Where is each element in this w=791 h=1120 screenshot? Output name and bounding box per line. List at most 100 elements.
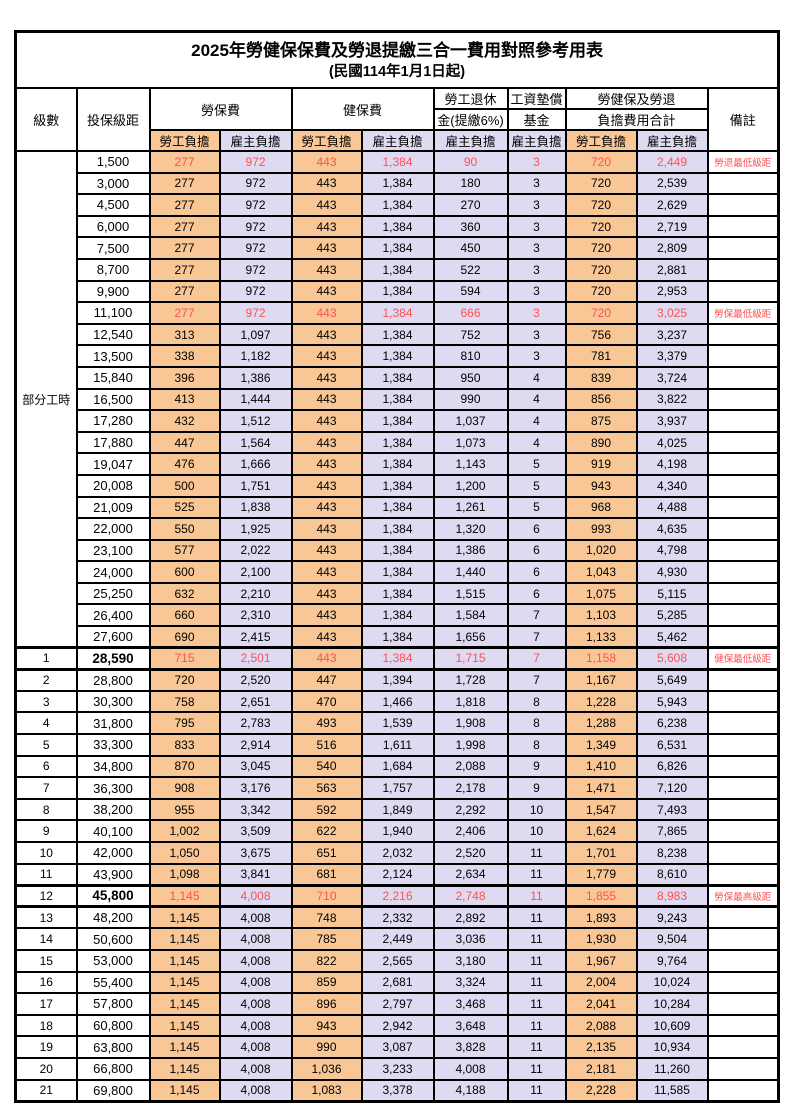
value-cell: 11 [506,1013,567,1038]
value-cell: 2,004 [564,970,638,995]
table-row: 13,500 338 1,182 443 1,384 810 3 781 3,379 [16,344,780,368]
value-cell: 3 [506,193,567,217]
value-cell: 443 [290,214,363,239]
note-cell: 勞退最低級距 [706,150,780,174]
level-cell: 2 [14,668,78,692]
value-cell: 990 [432,387,509,412]
value-cell: 11 [506,927,567,951]
value-cell: 1,384 [360,495,435,520]
value-cell: 516 [290,733,363,757]
table-row: 11 43,900 1,098 3,841 681 2,124 2,634 11 1,779 8,… [14,862,780,887]
value-cell: 2,651 [218,689,293,714]
bracket-cell: 69,800 [75,1078,151,1103]
value-cell: 1,384 [360,322,435,347]
value-cell: 3,675 [218,841,293,865]
bracket-cell: 4,500 [75,193,151,217]
bracket-cell: 3,000 [75,171,151,196]
value-cell: 972 [218,236,293,260]
value-cell: 8,983 [635,883,709,909]
value-cell: 1,043 [564,560,638,584]
value-cell: 9,243 [635,905,709,930]
bracket-cell: 66,800 [75,1056,151,1081]
bracket-cell: 40,100 [75,819,151,843]
value-cell: 6,531 [635,733,709,757]
note-cell [706,862,780,887]
value-cell: 443 [290,430,363,455]
value-cell: 470 [290,689,363,714]
table-body: 部分工時 1,500 277 972 443 1,384 90 3 720 2,449 勞退最低級距… [14,150,780,1103]
value-cell: 2,449 [635,150,709,174]
value-cell: 1,384 [360,193,435,217]
value-cell: 1,384 [360,171,435,196]
table-row: 6 34,800 870 3,045 540 1,684 2,088 9 1,410 6,826 [14,754,780,779]
value-cell: 443 [290,452,363,476]
value-cell: 4,188 [432,1078,509,1103]
value-cell: 1,940 [360,819,435,843]
note-cell [706,214,780,239]
table-row: 16,500 413 1,444 443 1,384 990 4 856 3,822 [16,387,780,412]
subheader-health-employer: 雇主負擔 [360,129,435,152]
value-cell: 1,145 [148,905,221,930]
bracket-cell: 63,800 [75,1035,151,1059]
value-cell: 11 [506,992,567,1016]
level-cell: 7 [14,776,78,800]
value-cell: 2,100 [218,560,293,584]
value-cell: 443 [290,344,363,368]
value-cell: 822 [290,948,363,973]
value-cell: 270 [432,193,509,217]
value-cell: 443 [290,257,363,282]
page-subtitle: (民國114年1月1日起) [328,64,466,81]
value-cell: 720 [564,236,638,260]
value-cell: 4,008 [218,883,293,909]
value-cell: 3 [506,322,567,347]
value-cell: 4,008 [218,927,293,951]
value-cell: 4 [506,365,567,390]
header-row-2: 金(提繳6%) 基金 負擔費用合計 [16,108,779,131]
value-cell: 4,198 [635,452,709,476]
note-cell [706,797,780,822]
value-cell: 2,415 [218,625,293,649]
level-cell: 11 [14,862,78,887]
note-cell [706,171,780,196]
value-cell: 443 [290,301,363,325]
note-cell: 勞保最低級距 [706,301,780,325]
value-cell: 810 [432,344,509,368]
value-cell: 7,493 [635,797,709,822]
subheader-pension-employer: 雇主負擔 [432,129,509,152]
value-cell: 5,943 [635,689,709,714]
value-cell: 4,008 [218,1056,293,1081]
value-cell: 1,002 [148,819,221,843]
value-cell: 1,384 [360,581,435,606]
value-cell: 752 [432,322,509,347]
value-cell: 1,133 [564,625,638,649]
value-cell: 3,087 [360,1035,435,1059]
value-cell: 9 [506,776,567,800]
value-cell: 443 [290,171,363,196]
value-cell: 856 [564,387,638,412]
value-cell: 720 [564,301,638,325]
table-row: 19 63,800 1,145 4,008 990 3,087 3,828 11 2,135 10… [14,1035,780,1059]
value-cell: 972 [218,214,293,239]
table-row: 20,008 500 1,751 443 1,384 1,200 5 943 4,340 [16,473,780,498]
note-cell [706,668,780,692]
value-cell: 313 [148,322,221,347]
note-cell [706,387,780,412]
value-cell: 1,145 [148,992,221,1016]
premium-reference-table: 2025年勞健保保費及勞退提繳三合一費用對照參考用表 (民國114年1月1日起)… [14,30,781,1103]
value-cell: 943 [290,1013,363,1038]
value-cell: 993 [564,517,638,541]
bracket-cell: 42,000 [75,841,151,865]
value-cell: 950 [432,365,509,390]
bracket-cell: 28,800 [75,668,151,692]
value-cell: 8 [506,689,567,714]
note-cell [706,733,780,757]
value-cell: 11 [506,905,567,930]
value-cell: 2,942 [360,1013,435,1038]
bracket-cell: 22,000 [75,517,151,541]
value-cell: 3,025 [635,301,709,325]
bracket-cell: 19,047 [75,452,151,476]
table-row: 22,000 550 1,925 443 1,384 1,320 6 993 4,635 [16,517,780,541]
value-cell: 1,515 [432,581,509,606]
value-cell: 1,349 [564,733,638,757]
value-cell: 443 [290,495,363,520]
